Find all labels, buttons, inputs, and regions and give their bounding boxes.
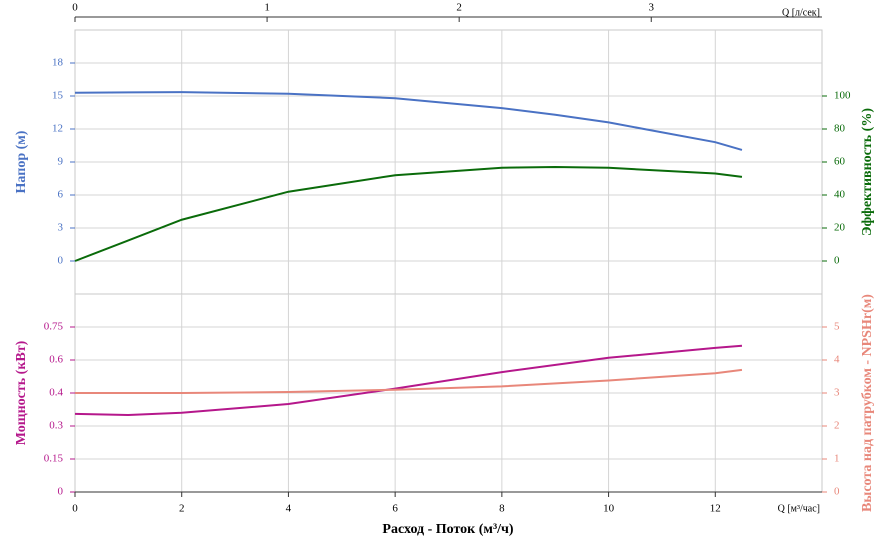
series-line: [75, 368, 743, 394]
x2-tick-label: 0: [72, 2, 78, 14]
x-tick-label: 10: [603, 503, 615, 515]
y-axis-title: Мощность (кВт): [14, 340, 29, 445]
x2-axis-title: Q [л/сек]: [782, 7, 820, 18]
y2-tick-label: 60: [834, 156, 846, 168]
y-tick-label: 18: [52, 57, 64, 69]
y2-tick-label: 40: [834, 189, 846, 201]
y-tick-label: 0.15: [44, 453, 64, 465]
series-line: [74, 344, 743, 417]
y2-tick-label: 80: [834, 123, 846, 135]
y2-tick-label: 100: [834, 90, 851, 102]
x2-tick-label: 1: [264, 2, 270, 14]
y-tick-label: 0: [58, 255, 64, 267]
y2-tick-label: 20: [834, 222, 846, 234]
y-tick-label: 3: [58, 222, 64, 234]
y-tick-label: 12: [52, 123, 63, 135]
series-line: [74, 165, 743, 262]
y-tick-label: 9: [58, 156, 64, 168]
x2-tick-label: 3: [649, 2, 655, 14]
y-tick-label: 6: [58, 189, 64, 201]
x-axis-title: Расход - Поток (м³/ч): [382, 522, 514, 537]
x-tick-label: 6: [392, 503, 398, 515]
y2-tick-label: 2: [834, 420, 840, 432]
x-tick-label: 4: [286, 503, 292, 515]
y-tick-label: 0.75: [44, 321, 64, 333]
y-tick-label: 0.6: [49, 354, 63, 366]
y2-tick-label: 5: [834, 321, 840, 333]
y2-tick-label: 0: [834, 255, 840, 267]
series-line: [74, 91, 743, 151]
y-tick-label: 0: [58, 486, 64, 498]
y2-tick-label: 4: [834, 354, 840, 366]
y2-tick-label: 3: [834, 387, 840, 399]
x-tick-label: 8: [499, 503, 505, 515]
x-tick-label: 12: [710, 503, 721, 515]
y2-tick-label: 0: [834, 486, 840, 498]
x-tick-label: 0: [72, 503, 78, 515]
y2-tick-label: 1: [834, 453, 840, 465]
y-tick-label: 0.3: [49, 420, 63, 432]
x-tick-label: 2: [179, 503, 185, 515]
y-tick-label: 0.4: [49, 387, 63, 399]
y2-axis-title: Высота над патрубком - NPSHr(м): [860, 294, 875, 512]
y-axis-title: Напор (м): [14, 130, 29, 193]
y2-axis-title: Эффективность (%): [860, 108, 875, 236]
x2-tick-label: 2: [456, 2, 462, 14]
x-axis-unit: Q [м³/час]: [778, 503, 820, 514]
y-tick-label: 15: [52, 90, 64, 102]
